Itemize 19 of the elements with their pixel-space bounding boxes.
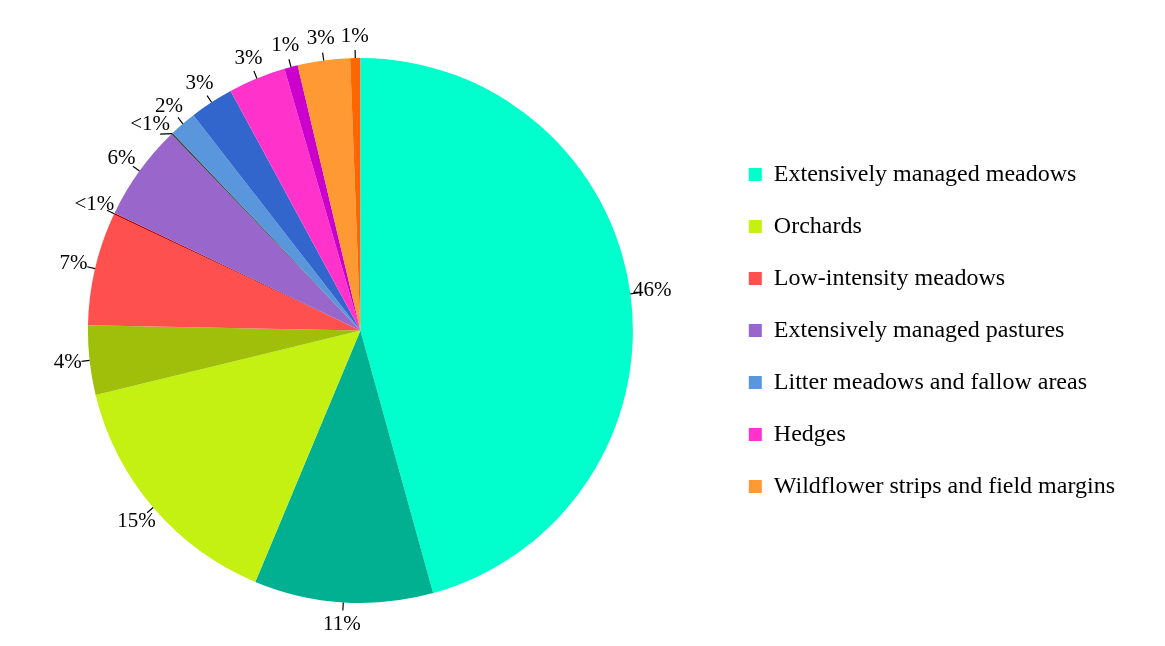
data-label: 4% <box>53 349 82 374</box>
legend-label: Litter meadows and fallow areas <box>773 367 1088 394</box>
data-label: 3% <box>234 44 263 69</box>
legend-label: Extensively managed meadows <box>773 159 1077 186</box>
data-label: 46% <box>632 277 672 302</box>
legend-label: Orchards <box>773 211 862 238</box>
data-label: 3% <box>185 70 214 95</box>
data-label: 3% <box>306 25 335 50</box>
legend-label: Hedges <box>773 419 846 446</box>
data-label: 11% <box>323 610 361 635</box>
legend-label: Wildflower strips and field margins <box>773 471 1116 498</box>
data-label: 1% <box>271 32 300 57</box>
data-label: 15% <box>117 508 156 533</box>
legend-label: Extensively managed pastures <box>773 315 1065 342</box>
data-label: 1% <box>340 22 369 47</box>
data-label: 6% <box>107 144 136 169</box>
data-label: 7% <box>59 250 88 275</box>
data-label: <1% <box>74 190 115 215</box>
legend-label: Low-intensity meadows <box>773 263 1006 290</box>
